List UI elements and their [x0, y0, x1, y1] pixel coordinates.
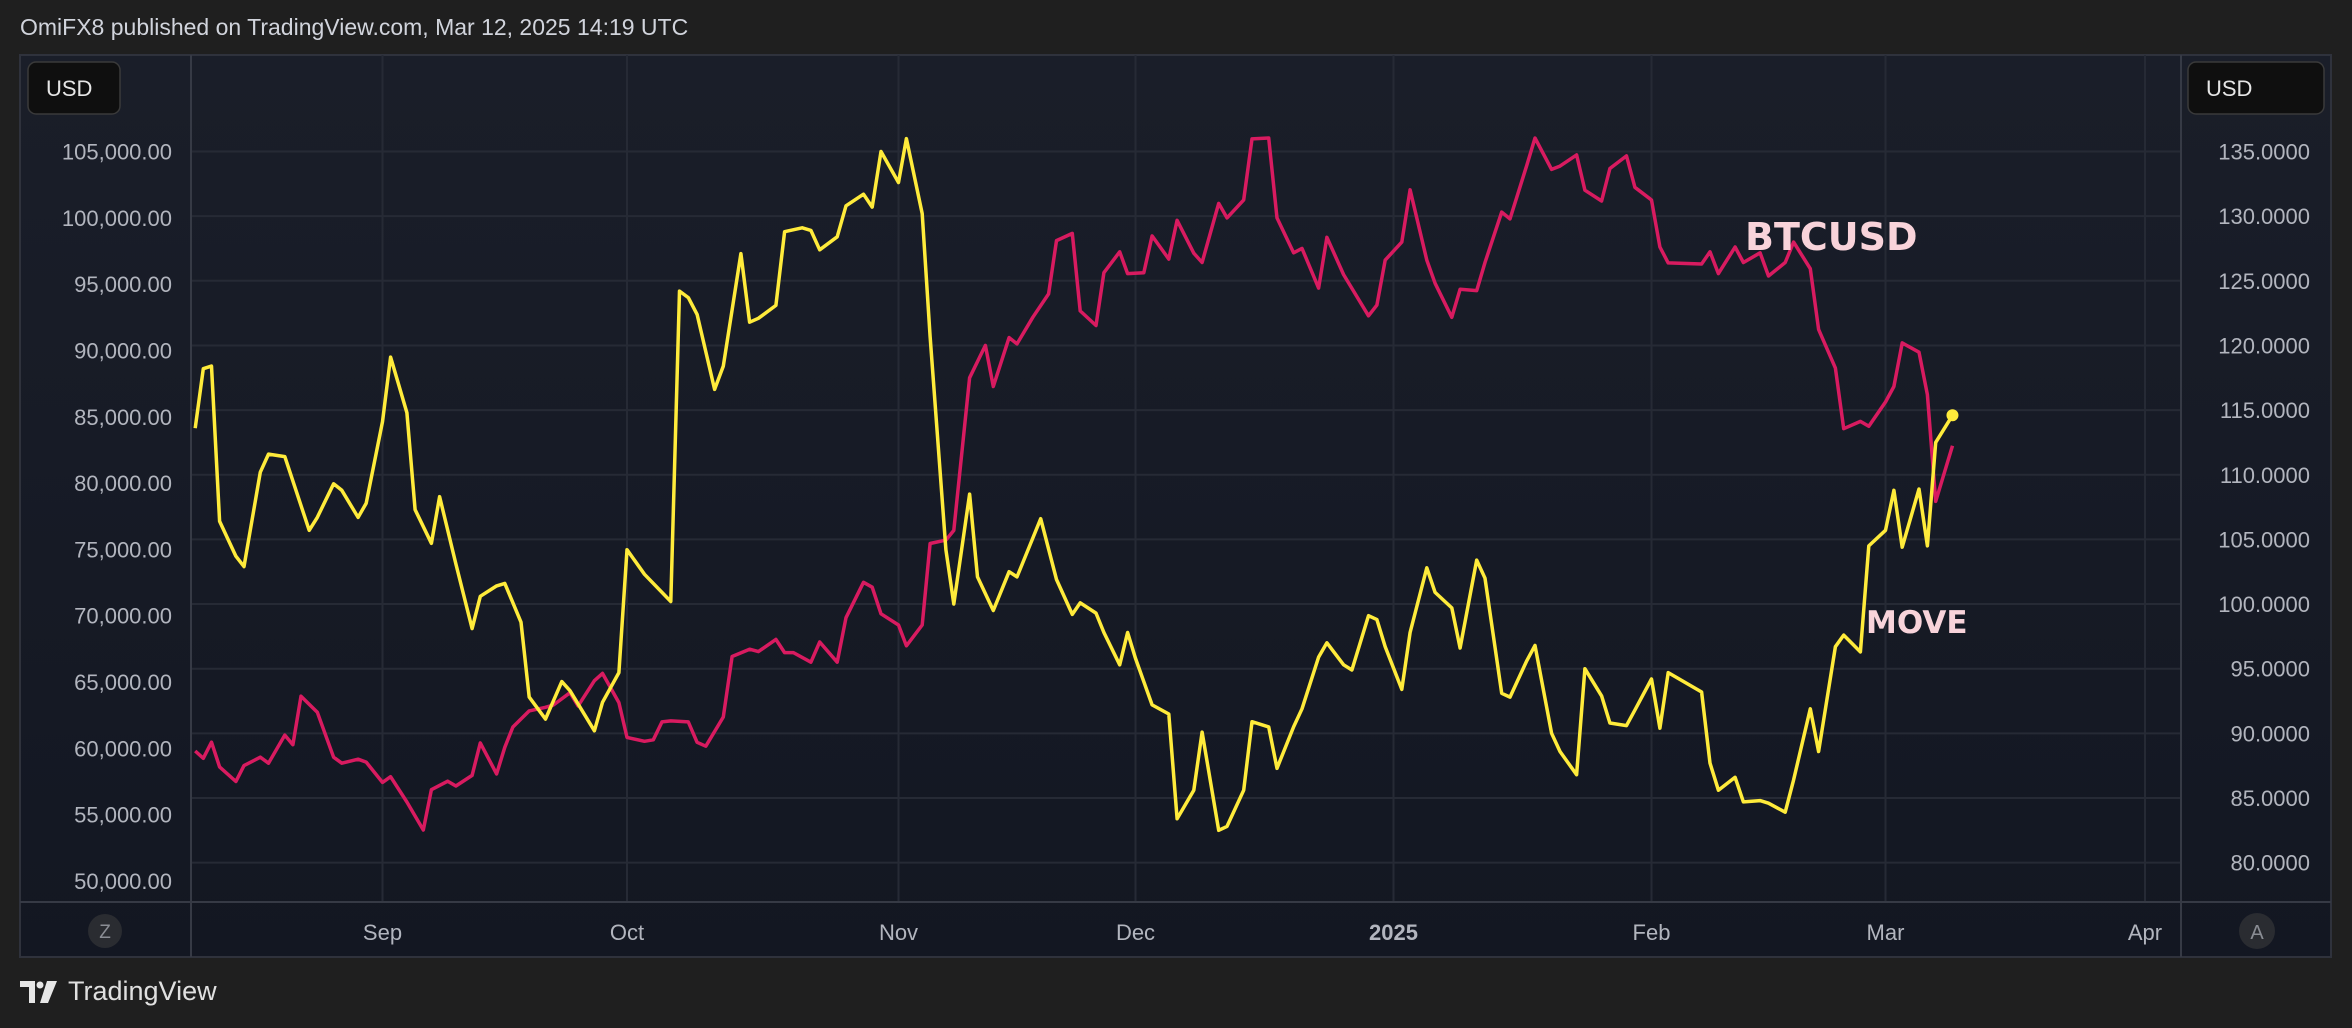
left-axis-tick-label: 50,000.00	[74, 869, 172, 894]
time-axis[interactable]: Sep Oct Nov Dec 2025 Feb Mar Apr	[363, 920, 2162, 945]
left-axis-tick-label: 70,000.00	[74, 604, 172, 629]
right-axis-tick-label: 90.0000	[2230, 721, 2310, 746]
time-axis-tick-label: Mar	[1867, 920, 1905, 945]
zoom-button-label: Z	[99, 922, 111, 943]
time-axis-tick-label: Oct	[610, 920, 644, 945]
time-axis-tick-label: Dec	[1116, 920, 1155, 945]
right-axis-tick-label: 135.0000	[2218, 140, 2310, 165]
move-last-value-dot	[1946, 409, 1959, 422]
right-axis-tick-label: 115.0000	[2220, 398, 2310, 423]
zoom-button[interactable]: Z	[88, 914, 122, 948]
right-axis-tick-label: 100.0000	[2218, 592, 2310, 617]
time-axis-tick-label: Feb	[1633, 920, 1671, 945]
tradingview-logo[interactable]: TradingView	[20, 976, 217, 1007]
left-currency-label: USD	[46, 76, 92, 101]
time-axis-tick-label: Apr	[2128, 920, 2162, 945]
right-axis-tick-label: 85.0000	[2230, 786, 2310, 811]
right-axis-tick-label: 95.0000	[2230, 657, 2310, 682]
grid	[191, 55, 2180, 902]
tradingview-brand: TradingView	[68, 976, 217, 1006]
left-axis-tick-label: 60,000.00	[74, 736, 172, 761]
chart-frame	[19, 54, 2332, 958]
left-currency-button[interactable]: USD	[27, 61, 121, 115]
right-axis-tick-label: 110.0000	[2220, 463, 2310, 488]
left-axis-tick-label: 65,000.00	[74, 670, 172, 695]
left-axis-tick-label: 85,000.00	[74, 405, 172, 430]
auto-scale-button-label: A	[2250, 922, 2264, 944]
right-currency-label: USD	[2206, 76, 2252, 101]
time-axis-tick-label: Sep	[363, 920, 402, 945]
left-axis-tick-label: 80,000.00	[74, 471, 172, 496]
move-label: MOVE	[1866, 605, 1968, 641]
plot-area[interactable]	[193, 136, 1959, 833]
time-axis-tick-label: Nov	[879, 920, 918, 945]
left-axis-tick-label: 95,000.00	[74, 272, 172, 297]
right-axis-tick-label: 130.0000	[2218, 204, 2310, 229]
right-axis-tick-label: 80.0000	[2230, 851, 2310, 876]
tradingview-logo-icon	[20, 980, 57, 1003]
btcusd-label: BTCUSD	[1745, 215, 1918, 259]
right-axis-tick-label: 105.0000	[2218, 527, 2310, 552]
right-price-axis[interactable]: 135.0000 130.0000 125.0000 120.0000 115.0000…	[2218, 140, 2310, 876]
left-axis-tick-label: 90,000.00	[74, 338, 172, 363]
left-axis-tick-label: 100,000.00	[62, 206, 172, 231]
left-axis-tick-label: 55,000.00	[74, 803, 172, 828]
right-axis-tick-label: 120.0000	[2218, 333, 2310, 358]
left-axis-tick-label: 105,000.00	[62, 140, 172, 165]
publish-info: OmiFX8 published on TradingView.com, Mar…	[20, 14, 689, 40]
left-axis-tick-label: 75,000.00	[74, 537, 172, 562]
right-currency-button[interactable]: USD	[2187, 61, 2325, 115]
time-axis-tick-label: 2025	[1369, 920, 1418, 945]
right-axis-tick-label: 125.0000	[2218, 269, 2310, 294]
auto-scale-button[interactable]: A	[2239, 913, 2275, 949]
left-price-axis[interactable]: 105,000.00 100,000.00 95,000.00 90,000.00 85…	[62, 140, 172, 894]
